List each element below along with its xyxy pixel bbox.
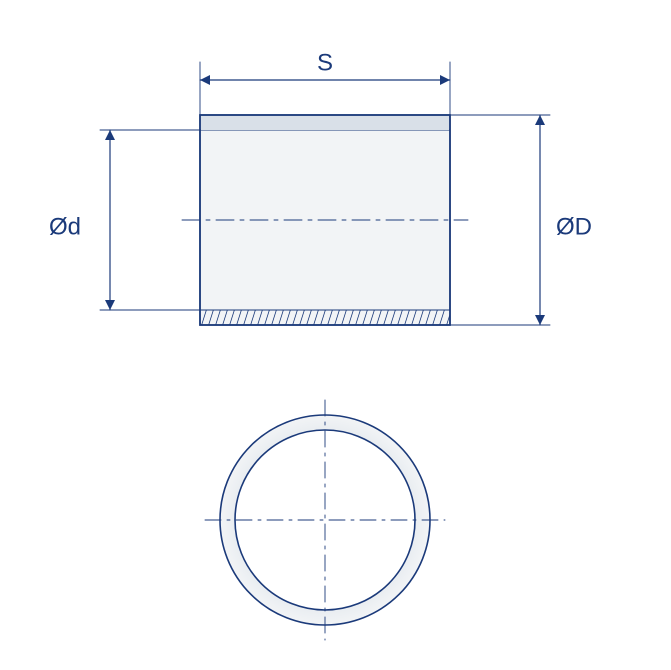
label-s: S <box>317 49 333 76</box>
side-view <box>180 115 473 327</box>
label-D: ØD <box>556 213 592 240</box>
dimension-s: S <box>200 49 450 115</box>
dimension-d: Ød <box>49 130 200 310</box>
dimension-D: ØD <box>450 115 592 325</box>
label-d: Ød <box>49 213 81 240</box>
end-view <box>205 400 445 640</box>
